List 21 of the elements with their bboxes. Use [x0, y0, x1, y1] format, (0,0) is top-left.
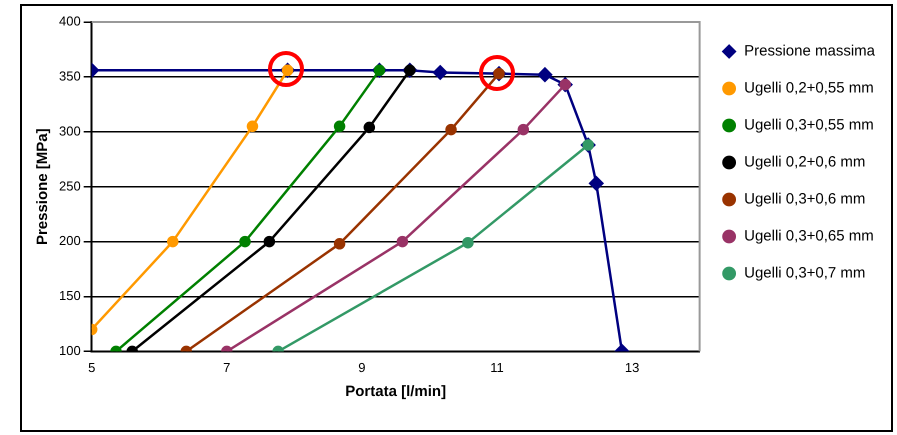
y-tick-label: 100	[58, 342, 81, 358]
legend-label: Ugelli 0,3+0,7 mm	[744, 264, 866, 282]
x-tick-label: 11	[490, 360, 504, 375]
legend-label: Ugelli 0,3+0,65 mm	[744, 228, 874, 245]
legend-label: Ugelli 0,3+0,55 mm	[744, 116, 874, 134]
y-tick-label: 200	[58, 233, 81, 248]
x-tick-label: 13	[624, 360, 640, 375]
y-axis-title: Pressione [MPa]	[34, 128, 52, 246]
x-tick-label: 7	[223, 360, 230, 375]
y-tick-label: 250	[58, 178, 81, 194]
y-tick-label: 350	[58, 68, 81, 84]
y-tick-label: 150	[58, 288, 81, 304]
x-tick-label: 9	[358, 360, 366, 375]
y-tick-label: 300	[58, 123, 81, 138]
x-tick-label: 5	[88, 360, 96, 375]
legend-label: Ugelli 0,3+0,6 mm	[744, 190, 866, 208]
y-tick-label: 400	[58, 14, 81, 29]
legend-label: Pressione massima	[744, 42, 876, 60]
x-axis-title: Portata [l/min]	[345, 383, 446, 400]
legend-label: Ugelli 0,2+0,6 mm	[744, 154, 866, 171]
legend-label: Ugelli 0,2+0,55 mm	[744, 80, 874, 97]
